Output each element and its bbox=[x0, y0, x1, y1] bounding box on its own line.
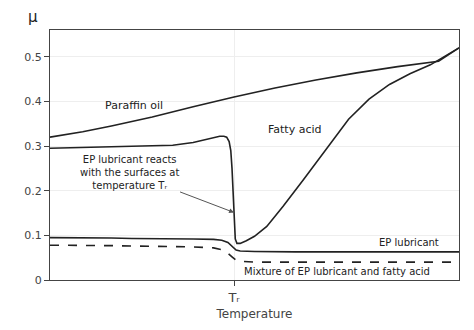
svg-text:μ: μ bbox=[28, 8, 38, 26]
svg-text:0.5: 0.5 bbox=[24, 51, 42, 64]
svg-text:Mixture of EP lubricant and fa: Mixture of EP lubricant and fatty acid bbox=[244, 266, 430, 277]
svg-text:0.2: 0.2 bbox=[24, 185, 42, 198]
svg-text:0.4: 0.4 bbox=[24, 95, 42, 108]
svg-text:Temperature: Temperature bbox=[215, 307, 292, 321]
svg-text:Paraffin oil: Paraffin oil bbox=[105, 99, 163, 112]
svg-text:EP lubricant reactswith the su: EP lubricant reactswith the surfaces att… bbox=[80, 154, 179, 191]
svg-text:Tᵣ: Tᵣ bbox=[227, 290, 240, 305]
svg-text:0.1: 0.1 bbox=[24, 229, 42, 242]
svg-text:EP lubricant: EP lubricant bbox=[379, 237, 439, 248]
svg-text:0.3: 0.3 bbox=[24, 140, 42, 153]
svg-text:0: 0 bbox=[35, 274, 42, 287]
svg-text:Fatty acid: Fatty acid bbox=[268, 123, 322, 136]
